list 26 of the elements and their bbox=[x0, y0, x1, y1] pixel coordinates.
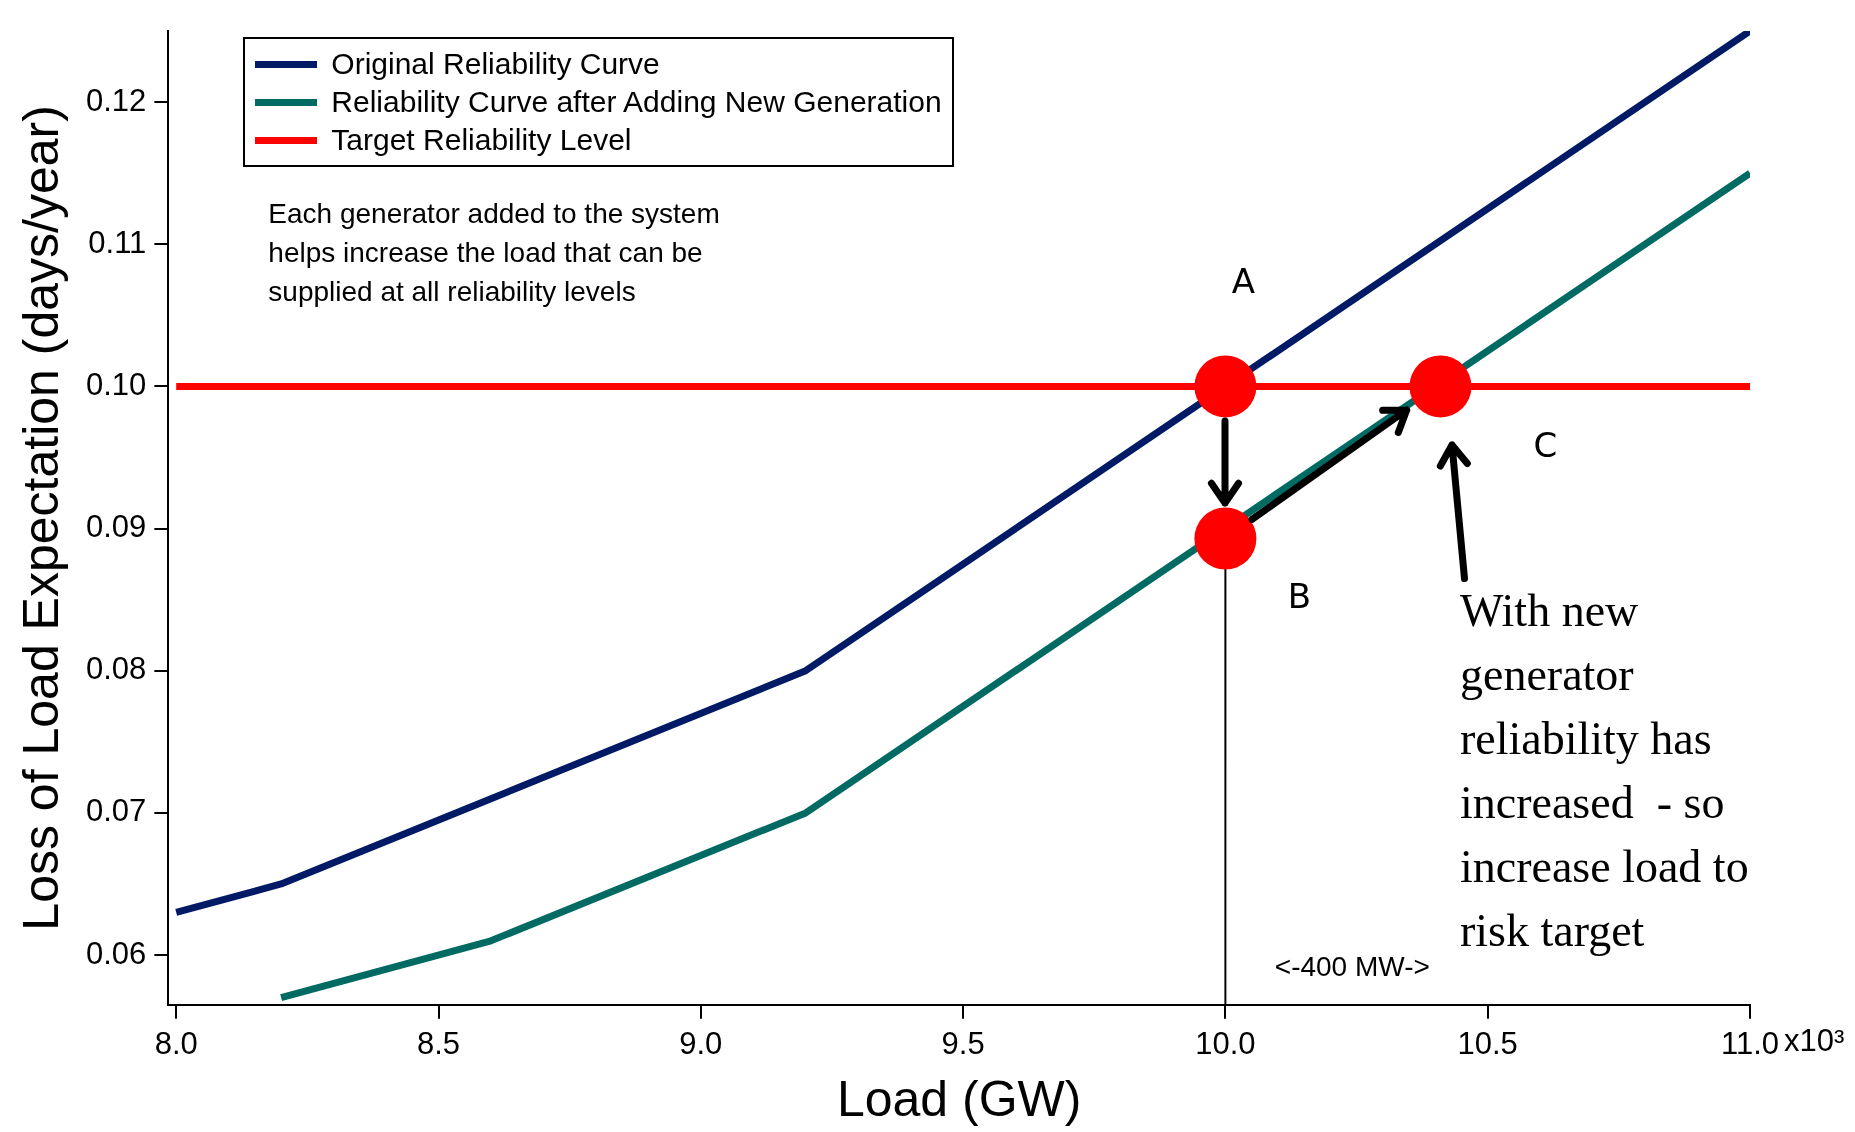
y-tick-label: 0.11 bbox=[88, 224, 147, 260]
legend-label: Target Reliability Level bbox=[331, 122, 632, 158]
x-tick-label: 11.0 bbox=[1720, 1025, 1780, 1061]
annotation: C bbox=[1533, 424, 1558, 465]
annotation: Each generator added to the system helps increase the load that can be supplied at all reliability levels bbox=[268, 197, 720, 307]
annotation: <-400 MW-> bbox=[1274, 950, 1430, 982]
x-tick-label: 10.0 bbox=[1195, 1025, 1256, 1061]
x-tick-label: 9.0 bbox=[679, 1025, 723, 1061]
x-tick-label: 10.5 bbox=[1457, 1025, 1518, 1061]
x-tick-label: 9.5 bbox=[941, 1025, 985, 1061]
y-tick-label: 0.09 bbox=[85, 509, 147, 545]
y-tick-label: 0.06 bbox=[85, 935, 147, 971]
y-tick-label: 0.07 bbox=[85, 793, 147, 829]
x-axis-title: Load (GW) bbox=[836, 1070, 1082, 1127]
annotation: A bbox=[1231, 260, 1255, 301]
y-tick-label: 0.10 bbox=[85, 366, 147, 402]
annotation: With new generator reliability has increased - so increase load to risk target bbox=[1460, 585, 1749, 957]
y-tick-label: 0.08 bbox=[85, 651, 147, 687]
y-axis-title: Loss of Load Expectation (days/year) bbox=[12, 105, 69, 931]
annotation: B bbox=[1287, 575, 1311, 616]
y-tick-label: 0.12 bbox=[85, 82, 147, 118]
legend-label: Original Reliability Curve bbox=[331, 46, 660, 82]
x-tick-label: 8.0 bbox=[154, 1025, 198, 1061]
x-tick-label: 8.5 bbox=[416, 1025, 461, 1061]
text: x10³ bbox=[1784, 1023, 1845, 1059]
legend-label: Reliability Curve after Adding New Generation bbox=[331, 84, 942, 120]
